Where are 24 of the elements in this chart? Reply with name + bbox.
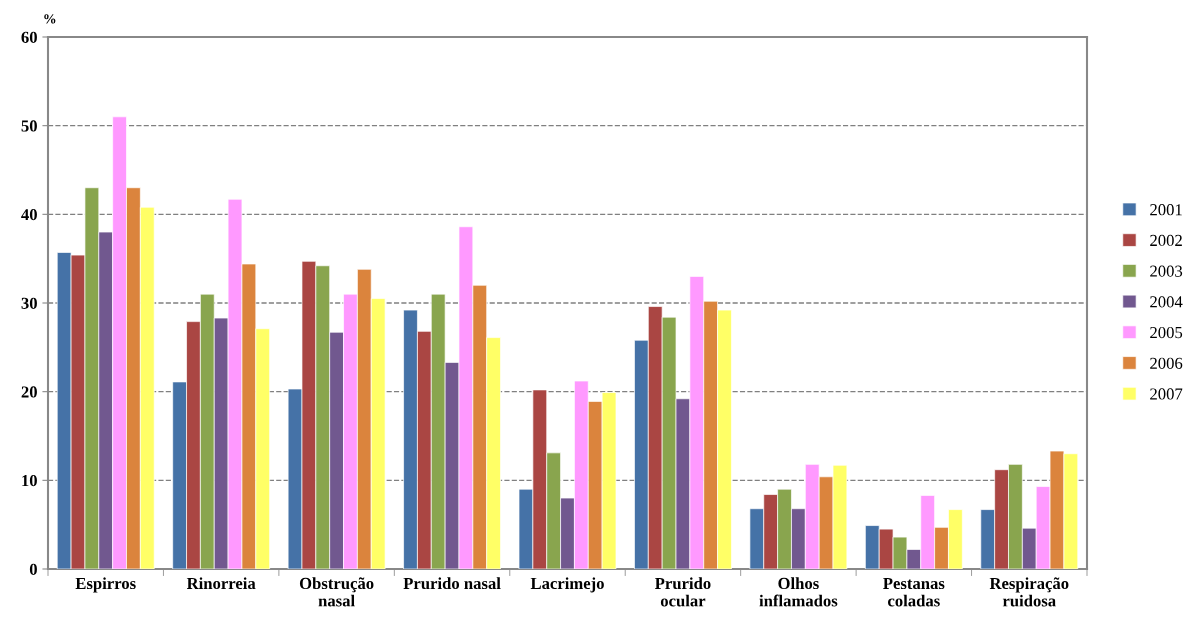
x-tick-label: Obstrução nasal (299, 577, 374, 607)
y-tick-label: 0 (29, 563, 37, 575)
x-tick-label: Olhos inflamados (759, 577, 838, 607)
legend-label: 2002 (1150, 234, 1182, 247)
legend-label: 2003 (1150, 265, 1183, 277)
legend-label: 2006 (1150, 357, 1183, 369)
y-tick-label: 60 (21, 31, 37, 43)
x-tick-label: Prurido nasal (403, 577, 501, 590)
y-tick-label: 30 (21, 297, 37, 309)
legend-label: 2004 (1150, 296, 1183, 308)
x-tick-label: Rinorreia (186, 577, 256, 590)
legend-label: 2007 (1150, 388, 1183, 400)
y-tick-label: 50 (21, 120, 37, 132)
x-tick-label: Lacrimejo (530, 577, 604, 593)
y-tick-label: 20 (21, 386, 37, 398)
x-tick-label: Espirros (75, 577, 136, 593)
y-axis-title: % (44, 14, 56, 24)
legend-label: 2005 (1150, 326, 1183, 339)
y-tick-label: 10 (22, 475, 37, 487)
y-tick-label: 40 (21, 209, 37, 221)
x-tick-label: Prurido ocular (654, 577, 711, 607)
x-tick-label: Pestanas coladas (883, 577, 945, 607)
legend-label: 2001 (1150, 204, 1182, 216)
x-tick-label: Respiração ruidosa (989, 577, 1069, 607)
